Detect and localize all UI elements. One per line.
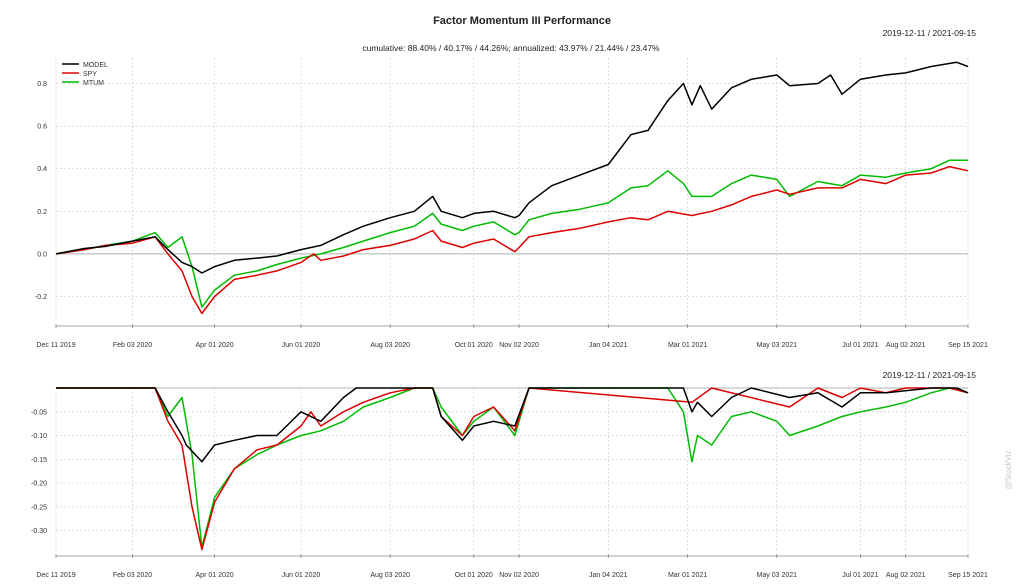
x-tick-label: Dec 11 2019 — [36, 342, 75, 349]
series-line-spy — [55, 165, 969, 315]
x-tick-label: May 03 2021 — [757, 342, 798, 349]
top-y-tick-labels: -0.2 0.0 0.2 0.4 0.6 0.8 — [35, 81, 47, 301]
x-tick-label: Jul 01 2021 — [842, 572, 878, 579]
y-tick-label: 0.4 — [37, 166, 47, 173]
x-tick-label: Aug 03 2020 — [370, 342, 410, 349]
watermark: @StockViz — [1004, 450, 1013, 489]
x-tick-label: Mar 01 2021 — [668, 572, 707, 579]
legend-label-spy: SPY — [83, 71, 97, 78]
y-tick-label: -0.05 — [31, 409, 47, 416]
y-tick-label: 0.8 — [37, 81, 47, 88]
x-tick-label: Apr 01 2020 — [196, 572, 234, 579]
bottom-series-lines — [56, 387, 969, 551]
bottom-x-tick-labels: Dec 11 2019 Feb 03 2020 Apr 01 2020 Jun 01 … — [36, 554, 988, 579]
x-tick-label: Sep 15 2021 — [948, 572, 988, 579]
x-tick-label: Jun 01 2020 — [282, 572, 321, 579]
y-tick-label: -0.30 — [31, 528, 47, 535]
x-tick-label: Apr 01 2020 — [196, 342, 234, 349]
y-tick-label: -0.20 — [31, 481, 47, 488]
series-line-mtum — [56, 387, 969, 548]
bottom-y-tick-labels: -0.05 -0.10 -0.15 -0.20 -0.25 -0.30 — [31, 409, 47, 535]
series-line-model — [55, 61, 969, 274]
x-tick-label: Sep 15 2021 — [948, 342, 988, 349]
top-grid — [55, 58, 969, 322]
x-tick-label: Jun 01 2020 — [282, 342, 321, 349]
y-tick-label: -0.25 — [31, 504, 47, 511]
bottom-grid — [55, 387, 969, 552]
x-tick-label: Mar 01 2021 — [668, 342, 707, 349]
x-tick-label: Nov 02 2020 — [499, 342, 539, 349]
legend-label-model: MODEL — [83, 62, 108, 69]
x-tick-label: Aug 02 2021 — [886, 342, 926, 349]
y-tick-label: 0.2 — [37, 209, 47, 216]
x-tick-label: Feb 03 2020 — [113, 342, 152, 349]
x-tick-label: May 03 2021 — [757, 572, 798, 579]
cumulative-return-panel: -0.2 0.0 0.2 0.4 0.6 0.8 Dec 11 2019 Feb 03 20… — [35, 58, 988, 349]
x-tick-label: Feb 03 2020 — [113, 572, 152, 579]
date-range-label-bottom: 2019-12-11 / 2021-09-15 — [883, 370, 977, 380]
chart-subtitle: cumulative: 88.40% / 40.17% / 44.26%; an… — [362, 43, 660, 53]
x-tick-label: Jan 04 2021 — [589, 572, 628, 579]
x-tick-label: Nov 02 2020 — [499, 572, 539, 579]
y-tick-label: -0.2 — [35, 294, 47, 301]
top-series-lines — [55, 61, 969, 315]
drawdown-panel: -0.05 -0.10 -0.15 -0.20 -0.25 -0.30 Dec 11 20… — [31, 387, 988, 579]
top-x-tick-labels: Dec 11 2019 Feb 03 2020 Apr 01 2020 Jun 01 … — [36, 324, 988, 349]
y-tick-label: 0.6 — [37, 124, 47, 131]
y-tick-label: 0.0 — [37, 251, 47, 258]
x-tick-label: Dec 11 2019 — [36, 572, 75, 579]
x-tick-label: Jul 01 2021 — [842, 342, 878, 349]
chart-title: Factor Momentum III Performance — [433, 15, 611, 27]
y-tick-label: -0.10 — [31, 433, 47, 440]
date-range-label-top: 2019-12-11 / 2021-09-15 — [883, 28, 977, 38]
legend: MODEL SPY MTUM — [62, 62, 108, 87]
x-tick-label: Aug 02 2021 — [886, 572, 926, 579]
x-tick-label: Aug 03 2020 — [370, 572, 410, 579]
x-tick-label: Jan 04 2021 — [589, 342, 628, 349]
legend-label-mtum: MTUM — [83, 80, 104, 87]
series-line-model — [56, 387, 969, 463]
x-tick-label: Oct 01 2020 — [455, 572, 493, 579]
x-tick-label: Oct 01 2020 — [455, 342, 493, 349]
y-tick-label: -0.15 — [31, 457, 47, 464]
